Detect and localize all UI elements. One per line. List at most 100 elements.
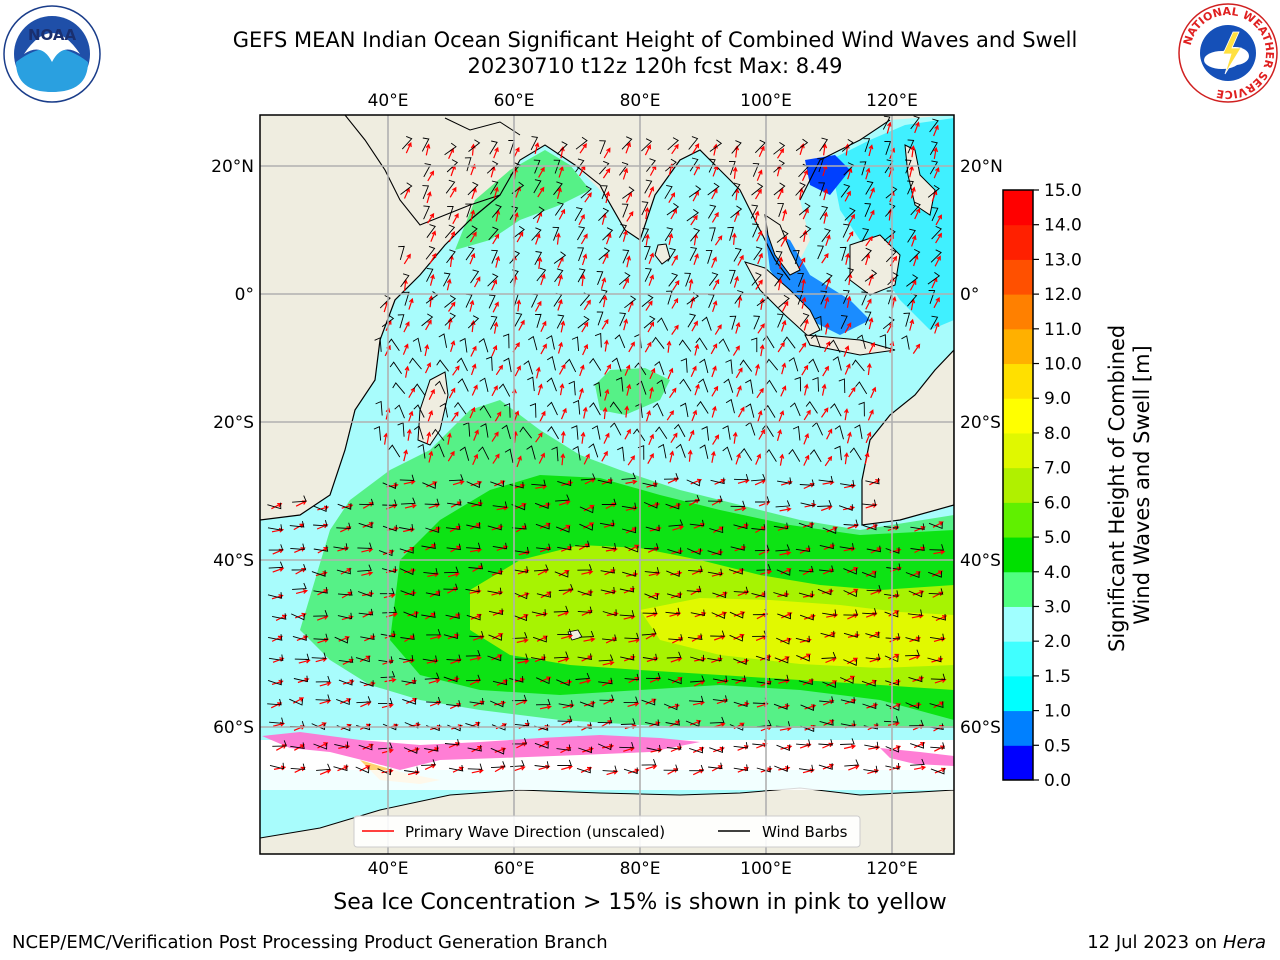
wind-barb xyxy=(701,316,712,331)
wind-barb xyxy=(817,500,832,507)
wind-barb xyxy=(601,185,608,200)
wind-barb xyxy=(849,447,862,461)
wind-barb xyxy=(487,587,502,595)
wave-direction-arrow xyxy=(644,206,650,220)
wind-barb xyxy=(574,207,583,222)
philippines xyxy=(904,144,936,216)
wave-direction-arrow xyxy=(449,186,457,198)
wave-direction-arrow xyxy=(933,549,946,555)
wind-barb xyxy=(530,136,539,151)
colorbar-segment xyxy=(1003,641,1033,677)
wind-barb xyxy=(387,338,400,351)
wind-barb xyxy=(907,228,916,243)
colorbar-segment xyxy=(1003,432,1033,469)
wave-direction-arrow xyxy=(756,169,763,181)
footer-credit: NCEP/EMC/Verification Post Processing Pr… xyxy=(12,932,608,953)
wave-direction-arrow xyxy=(803,614,816,620)
wind-barb xyxy=(864,269,878,282)
wave-direction-arrow xyxy=(648,571,661,577)
wind-barb xyxy=(402,291,410,306)
wave-direction-arrow xyxy=(758,428,765,440)
wave-direction-arrow xyxy=(822,699,835,706)
wind-barb xyxy=(422,185,430,200)
wind-barb xyxy=(690,675,705,683)
wind-barb xyxy=(931,207,939,222)
colorbar-tick-label: 14.0 xyxy=(1044,216,1082,236)
wind-barb xyxy=(689,746,703,754)
wind-barb xyxy=(311,652,327,659)
wind-barb xyxy=(503,403,511,418)
wave-direction-arrow xyxy=(583,299,591,311)
wind-barb xyxy=(533,564,549,572)
wind-barb xyxy=(834,425,844,440)
wind-barb xyxy=(733,700,748,708)
wave-direction-arrow xyxy=(914,121,920,134)
wind-barb xyxy=(727,226,735,241)
wave-direction-arrow xyxy=(754,188,762,200)
wind-barb xyxy=(504,448,514,463)
wind-barb xyxy=(929,633,945,641)
wind-barb xyxy=(777,313,784,328)
wind-barb xyxy=(882,115,891,130)
wave-direction-arrow xyxy=(845,252,850,265)
wind-barb xyxy=(512,738,528,745)
wind-barb xyxy=(338,656,354,663)
wave-direction-arrow xyxy=(492,633,504,640)
wave-direction-arrow xyxy=(668,192,676,204)
wave-direction-arrow xyxy=(755,279,763,290)
wave-direction-arrow xyxy=(557,657,570,663)
wind-barb xyxy=(886,563,901,570)
wave-direction-arrow xyxy=(865,431,872,444)
wind-barb xyxy=(842,223,850,238)
wind-barb xyxy=(709,139,723,152)
wave-direction-arrow xyxy=(803,318,809,331)
wind-barb xyxy=(709,526,724,534)
wind-barb xyxy=(336,567,351,575)
wind-barb xyxy=(644,543,659,550)
wind-barb xyxy=(929,160,939,175)
wave-direction-arrow xyxy=(470,523,482,530)
wave-direction-arrow xyxy=(732,345,740,356)
wind-barb xyxy=(535,522,550,530)
wind-barb xyxy=(555,494,570,502)
wave-direction-arrow xyxy=(492,233,500,245)
wind-barb xyxy=(750,204,759,219)
wind-barb xyxy=(842,289,850,304)
wind-barb xyxy=(884,141,892,155)
wave-direction-arrow xyxy=(426,431,432,444)
colorbar-label-line1: Significant Height of Combined xyxy=(1105,325,1129,652)
wind-barb xyxy=(551,446,559,462)
wave-direction-arrow xyxy=(648,592,660,599)
wind-barb xyxy=(556,141,568,155)
wind-barb xyxy=(688,695,704,703)
wind-barb xyxy=(712,591,727,599)
wave-direction-arrow xyxy=(493,186,499,199)
wave-direction-arrow xyxy=(869,632,881,639)
wind-barb xyxy=(465,585,480,593)
lon-label-top: 60°E xyxy=(494,91,535,111)
wave-direction-arrow xyxy=(622,167,629,180)
wave-direction-arrow xyxy=(628,544,640,552)
wind-barb xyxy=(374,337,382,352)
wind-barb xyxy=(666,290,673,305)
wind-barb xyxy=(512,523,527,530)
wind-barb xyxy=(712,695,728,702)
wind-barb xyxy=(818,182,826,197)
wind-barb xyxy=(422,655,438,662)
wind-barb xyxy=(359,680,374,687)
wave-direction-arrow xyxy=(690,214,698,226)
wind-barb xyxy=(805,401,818,414)
wave-direction-arrow xyxy=(910,145,916,158)
wind-barb xyxy=(864,203,872,217)
wind-barb xyxy=(311,723,326,731)
wind-barb xyxy=(645,719,660,726)
wind-barb xyxy=(564,358,577,373)
wind-barb xyxy=(668,519,684,527)
wave-direction-arrow xyxy=(469,231,477,243)
wind-barb xyxy=(448,764,464,772)
wind-barb xyxy=(774,765,789,772)
wind-barb xyxy=(401,135,413,150)
wave-direction-arrow xyxy=(383,593,396,599)
wind-barb xyxy=(641,227,650,242)
wave-direction-arrow xyxy=(689,719,702,726)
